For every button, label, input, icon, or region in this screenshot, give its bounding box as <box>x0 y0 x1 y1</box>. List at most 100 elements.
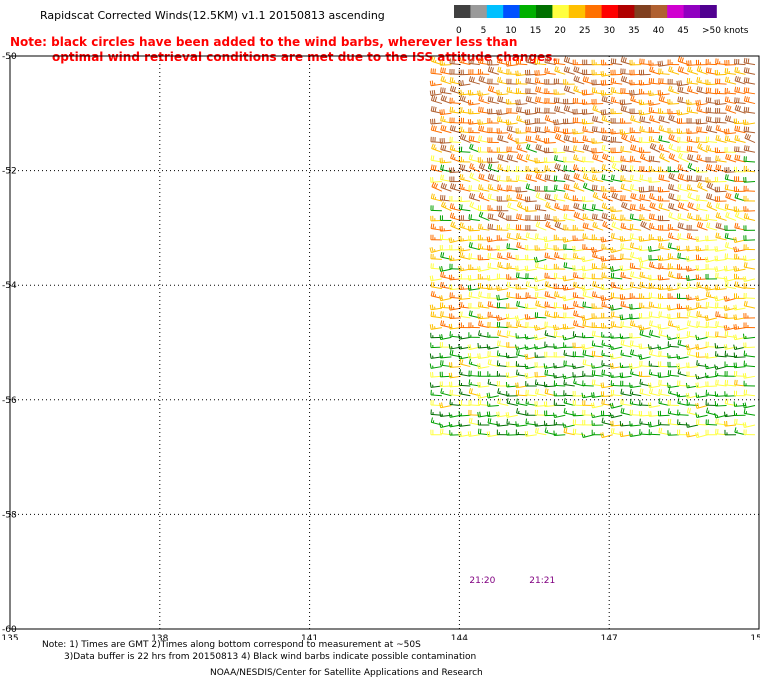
wind-barb <box>449 136 461 144</box>
wind-barb <box>544 310 556 319</box>
wind-barb <box>430 281 443 290</box>
wind-barb <box>524 196 537 203</box>
wind-barb <box>695 59 708 66</box>
wind-barb <box>524 265 537 272</box>
wind-barb <box>600 391 613 397</box>
wind-barb <box>647 100 661 106</box>
wind-barb <box>686 136 699 144</box>
wind-barb <box>629 431 642 437</box>
wind-barb <box>534 107 547 114</box>
wind-barb <box>486 431 499 438</box>
wind-barb <box>458 146 471 153</box>
wind-barb <box>743 195 756 202</box>
wind-barb <box>430 215 442 222</box>
wind-barb <box>459 163 471 173</box>
wind-barb <box>543 420 556 427</box>
wind-barb <box>468 302 480 309</box>
wind-barb <box>440 75 452 85</box>
wind-barb <box>544 67 556 75</box>
wind-barb <box>629 262 642 270</box>
footer-line-1: Note: 1) Times are GMT 2)Times along bot… <box>42 640 421 650</box>
wind-barb <box>657 344 670 350</box>
wind-barb <box>430 389 442 397</box>
wind-barb <box>487 183 499 192</box>
wind-barb <box>582 196 594 202</box>
wind-barb <box>648 155 661 163</box>
wind-barb <box>496 245 509 251</box>
wind-barb <box>468 69 480 75</box>
wind-barb <box>572 224 585 231</box>
wind-barb <box>734 125 746 134</box>
wind-barb <box>506 215 518 221</box>
wind-barb <box>505 60 518 67</box>
wind-barb <box>591 330 604 338</box>
wind-barb <box>554 163 566 173</box>
wind-barb <box>619 294 632 300</box>
wind-barb <box>515 232 528 241</box>
legend-swatch <box>601 5 619 18</box>
wind-barb <box>535 300 547 309</box>
wind-barb <box>543 236 556 243</box>
wind-barb <box>572 128 585 135</box>
wind-barb <box>524 314 537 320</box>
wind-barb <box>658 398 670 407</box>
wind-barb <box>686 212 699 221</box>
wind-barb <box>695 392 708 398</box>
wind-barb <box>477 265 490 272</box>
wind-barb <box>621 201 632 212</box>
wind-barb <box>733 410 746 417</box>
wind-barb <box>581 265 594 272</box>
wind-barb <box>734 211 746 221</box>
wind-barb <box>610 389 623 397</box>
wind-barb <box>610 69 623 76</box>
wind-barb <box>734 154 746 163</box>
wind-barb <box>449 176 461 183</box>
wind-barb <box>705 235 718 242</box>
wind-barb <box>497 261 509 270</box>
wind-barb <box>714 196 727 202</box>
wind-barb <box>629 89 642 96</box>
wind-barb <box>658 202 670 212</box>
wind-barb <box>714 147 727 154</box>
wind-barb <box>705 59 718 66</box>
wind-barb <box>553 97 566 105</box>
wind-barb <box>638 109 651 116</box>
wind-barb <box>743 213 756 221</box>
wind-barb <box>601 134 613 144</box>
wind-barb <box>591 115 604 124</box>
wind-barb <box>648 135 661 144</box>
wind-barb <box>686 77 699 85</box>
time-labels: 21:20 21:21 <box>469 576 555 586</box>
wind-barb <box>696 86 708 95</box>
wind-barb <box>676 333 689 340</box>
wind-barb <box>572 419 585 426</box>
wind-barb <box>486 157 499 164</box>
wind-barb <box>668 85 680 95</box>
wind-barb <box>562 334 575 341</box>
wind-barb <box>638 353 651 360</box>
wind-barb <box>516 153 528 163</box>
wind-barb <box>697 181 708 192</box>
wind-barb <box>696 302 708 309</box>
wind-barb <box>591 98 604 105</box>
wind-barb <box>506 243 518 251</box>
wind-barb <box>591 363 604 369</box>
wind-barb <box>687 153 699 163</box>
wind-barb <box>506 175 518 182</box>
wind-barb <box>581 285 594 291</box>
wind-barb <box>695 167 708 173</box>
wind-barb <box>477 273 490 280</box>
wind-barb <box>544 301 556 309</box>
wind-barb <box>487 321 499 329</box>
wind-barb <box>553 184 566 192</box>
wind-barb <box>639 388 651 397</box>
wind-barb <box>600 432 613 439</box>
wind-barb <box>497 153 509 163</box>
wind-barb <box>600 382 613 389</box>
wind-barb <box>610 87 623 95</box>
wind-barb <box>677 66 689 75</box>
wind-barb <box>592 153 604 163</box>
wind-barb <box>743 429 756 436</box>
legend-swatch <box>503 5 520 18</box>
wind-barb <box>468 322 480 329</box>
